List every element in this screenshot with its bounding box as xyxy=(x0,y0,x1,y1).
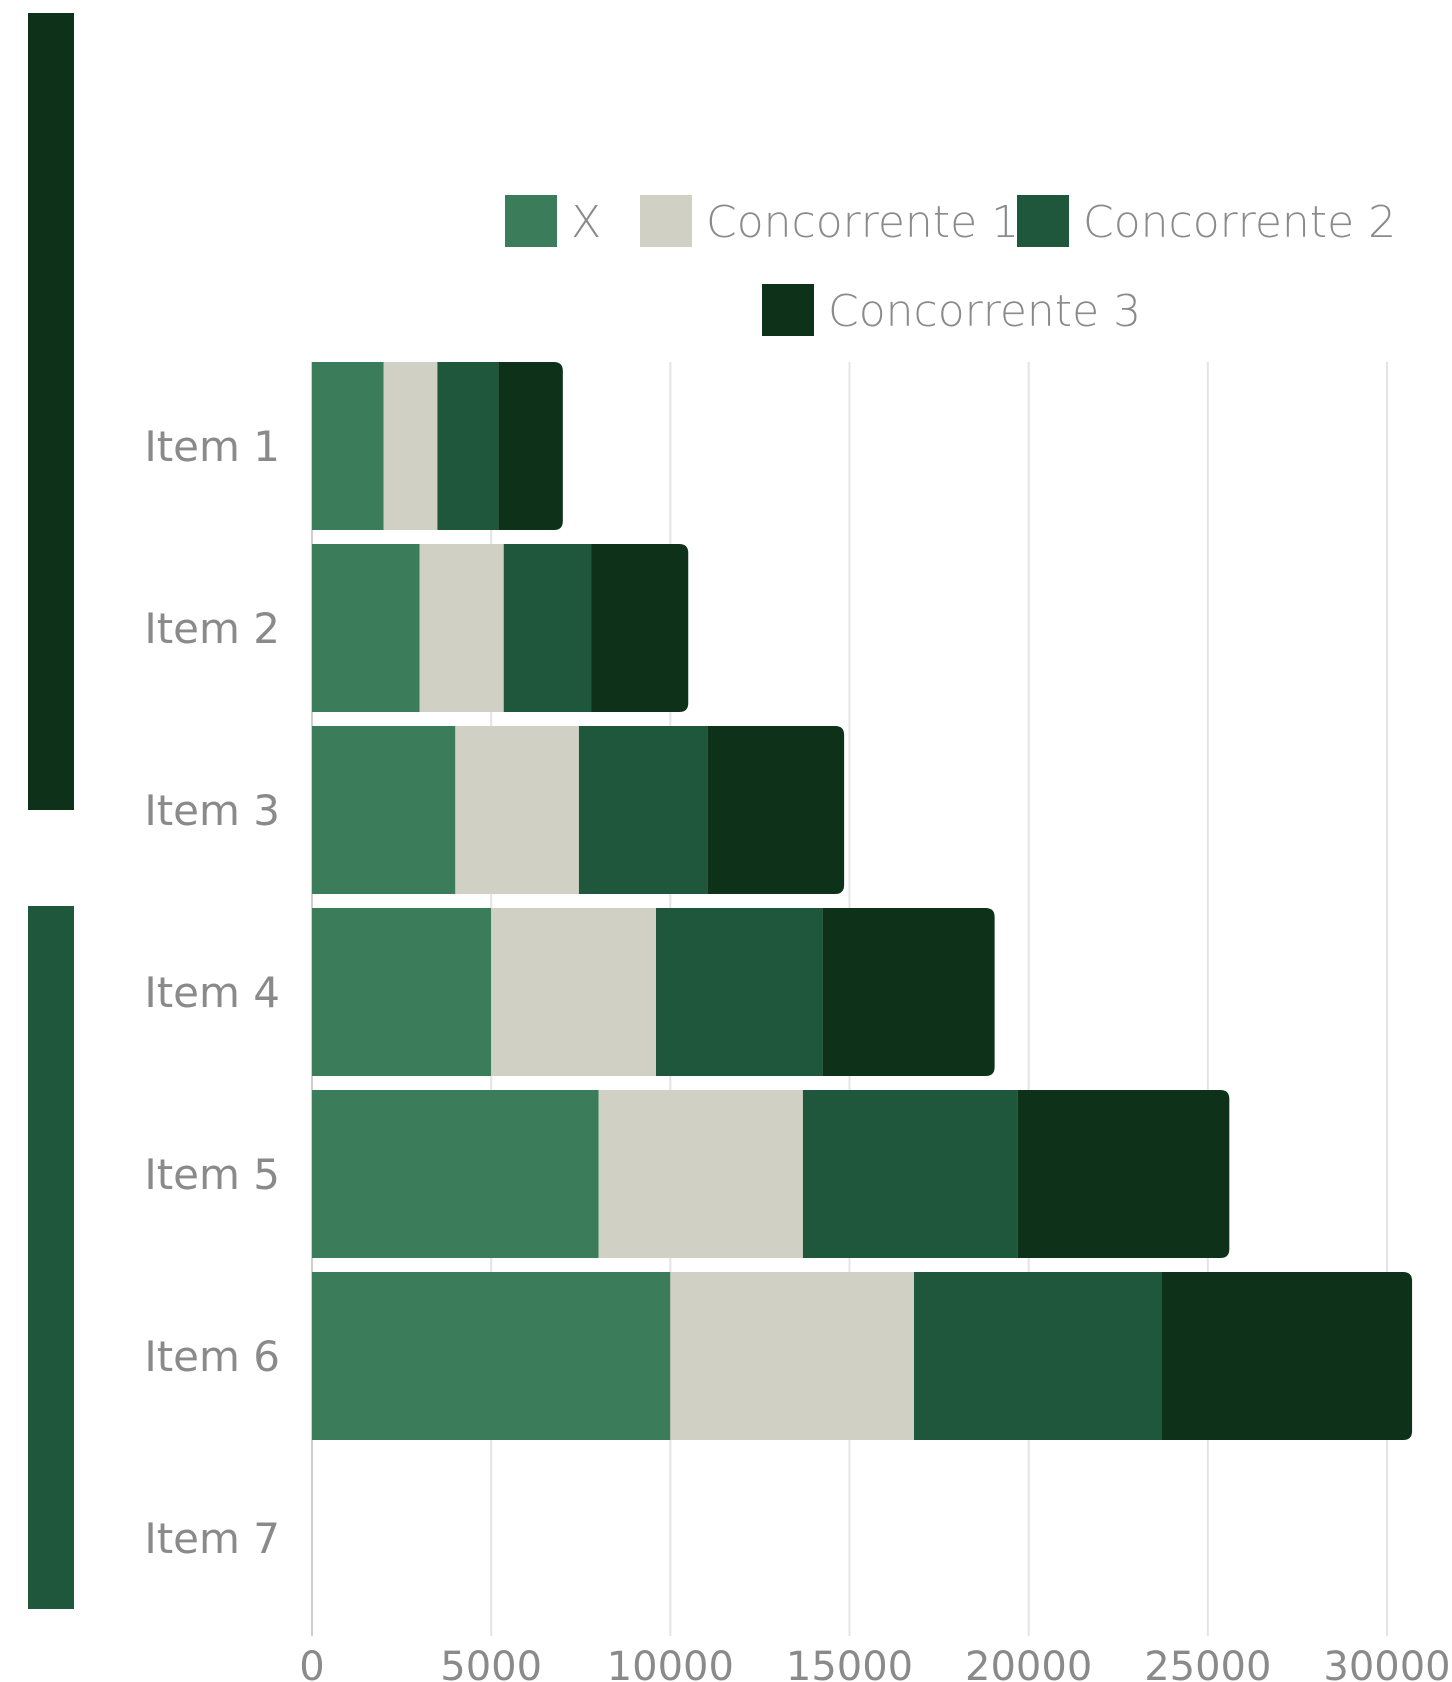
bar-segment xyxy=(455,726,579,894)
bar-segment xyxy=(822,908,995,1076)
bar-segment xyxy=(598,1090,803,1258)
decorative-bar-top xyxy=(28,13,74,810)
bar-segment xyxy=(1017,1090,1230,1258)
bar-segment xyxy=(312,544,420,712)
bar-segment xyxy=(312,726,456,894)
bar-segment xyxy=(312,1272,671,1440)
x-tick-label: 5000 xyxy=(440,1644,542,1682)
bar-segment xyxy=(670,1272,914,1440)
legend-swatch xyxy=(640,195,692,247)
bar-segment xyxy=(498,362,563,530)
bar-segment xyxy=(656,908,823,1076)
bar-segment xyxy=(1161,1272,1413,1440)
legend-label: Concorrente 3 xyxy=(828,286,1141,337)
bar-segment xyxy=(802,1090,1018,1258)
category-label: Item 7 xyxy=(144,1514,280,1563)
bar-segment xyxy=(491,908,656,1076)
legend-swatch xyxy=(762,284,814,336)
legend-swatch xyxy=(505,195,557,247)
category-label: Item 5 xyxy=(144,1150,280,1199)
bar-segment xyxy=(707,726,845,894)
x-tick-label: 10000 xyxy=(607,1644,734,1682)
decorative-bar-bottom xyxy=(28,906,74,1609)
x-tick-label: 0 xyxy=(299,1644,324,1682)
bar-segment xyxy=(503,544,592,712)
x-tick-label: 25000 xyxy=(1144,1644,1271,1682)
bar-segment xyxy=(437,362,499,530)
legend: X Concorrente 1 Concorrente 2 Concorrente 3 xyxy=(505,195,1396,337)
bar-segment xyxy=(419,544,504,712)
bar-segment xyxy=(312,362,384,530)
legend-label: Concorrente 2 xyxy=(1083,197,1396,248)
category-label: Item 1 xyxy=(144,422,280,471)
bar-segment xyxy=(914,1272,1162,1440)
bar-segment xyxy=(383,362,438,530)
bar-segment xyxy=(312,908,492,1076)
bar-segment xyxy=(578,726,708,894)
category-label: Item 3 xyxy=(144,786,280,835)
category-labels: Item 1 Item 2 Item 3 Item 4 Item 5 Item 6 Item… xyxy=(144,422,280,1563)
legend-label: X xyxy=(571,197,601,248)
category-label: Item 6 xyxy=(144,1332,280,1381)
category-label: Item 4 xyxy=(144,968,280,1017)
legend-label: Concorrente 1 xyxy=(706,197,1019,248)
bars xyxy=(312,362,1413,1440)
x-tick-label: 20000 xyxy=(965,1644,1092,1682)
category-label: Item 2 xyxy=(144,604,280,653)
bar-segment xyxy=(591,544,689,712)
x-axis-ticks: 0 5000 10000 15000 20000 25000 30000 xyxy=(299,1644,1450,1682)
x-tick-label: 15000 xyxy=(786,1644,913,1682)
x-tick-label: 30000 xyxy=(1323,1644,1450,1682)
legend-swatch xyxy=(1017,195,1069,247)
bar-segment xyxy=(312,1090,599,1258)
